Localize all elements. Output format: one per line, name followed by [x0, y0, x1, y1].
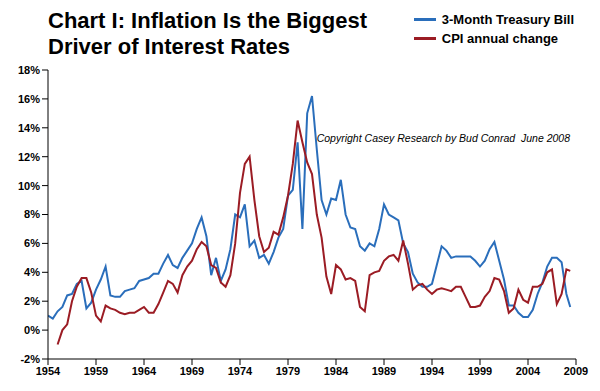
svg-text:1984: 1984	[324, 365, 349, 377]
svg-text:2%: 2%	[24, 295, 40, 307]
html-text:Copyright Casey Research by Bu: Copyright Casey Research by Bud Conrad J…	[316, 132, 570, 144]
svg-text:18%: 18%	[18, 64, 40, 76]
svg-text:14%: 14%	[18, 122, 40, 134]
html-text:Chart I: Inflation Is the Bigg: Chart I: Inflation Is the Biggest Driver…	[48, 8, 367, 59]
svg-text:1999: 1999	[468, 365, 492, 377]
svg-text:10%: 10%	[18, 180, 40, 192]
svg-text:2009: 2009	[564, 365, 588, 377]
svg-text:1994: 1994	[420, 365, 445, 377]
svg-text:4%: 4%	[24, 266, 40, 278]
svg-text:16%: 16%	[18, 93, 40, 105]
svg-text:1979: 1979	[276, 365, 300, 377]
html-text:CPI annual change: CPI annual change	[441, 31, 559, 46]
svg-text:-2%: -2%	[20, 353, 40, 365]
svg-text:8%: 8%	[24, 208, 40, 220]
svg-text:1954: 1954	[36, 365, 61, 377]
svg-text:1974: 1974	[228, 365, 253, 377]
svg-text:1989: 1989	[372, 365, 396, 377]
svg-text:1959: 1959	[84, 365, 108, 377]
svg-text:6%: 6%	[24, 237, 40, 249]
svg-text:1969: 1969	[180, 365, 204, 377]
svg-text:2004: 2004	[516, 365, 541, 377]
html-text:3-Month Treasury Bill: 3-Month Treasury Bill	[441, 12, 574, 27]
svg-text:12%: 12%	[18, 151, 40, 163]
svg-text:0%: 0%	[24, 324, 40, 336]
svg-text:1964: 1964	[132, 365, 157, 377]
